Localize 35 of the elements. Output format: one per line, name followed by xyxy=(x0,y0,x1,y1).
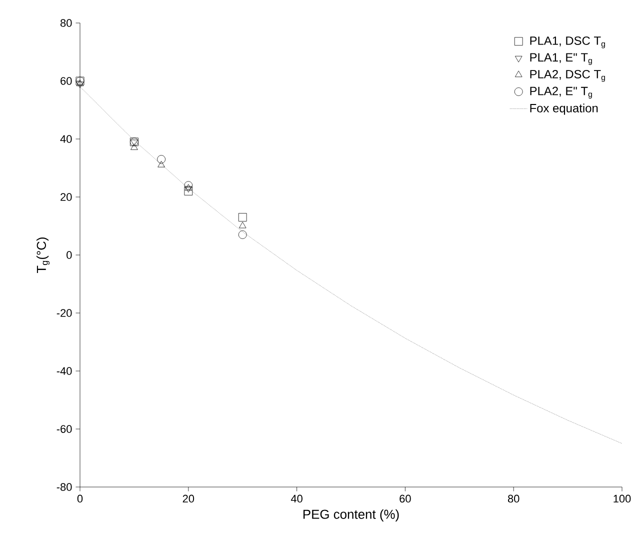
y-tick-label: 20 xyxy=(60,193,72,201)
point xyxy=(157,155,166,164)
legend-label: PLA2, E" T$_{g}$ xyxy=(530,86,592,99)
point xyxy=(76,82,84,88)
point xyxy=(76,80,84,86)
legend-label: PLA2, DSC T$_{g}$ xyxy=(530,70,605,82)
point xyxy=(130,144,138,150)
x-tick-label: 0 xyxy=(77,494,83,503)
y-tick-label: -60 xyxy=(56,425,72,433)
legend-label: PLA1, DSC T$_{g}$ xyxy=(530,36,605,48)
y-tick-label: 0 xyxy=(66,251,72,259)
y-tick-label: 80 xyxy=(60,19,72,27)
point xyxy=(158,160,165,168)
point xyxy=(184,187,193,196)
y-tick-label: -20 xyxy=(56,309,72,317)
y-tick-label: 60 xyxy=(60,77,72,85)
legend-label: PLA1, E" T$_{g}$ xyxy=(530,53,592,65)
point xyxy=(238,213,247,222)
y-axis-title: T$_{g}$(°C) xyxy=(36,237,50,273)
x-tick-label: 80 xyxy=(508,494,520,503)
x-axis-title: PEG content (%) xyxy=(303,509,399,522)
legend-label: Fox equation xyxy=(530,104,598,115)
y-tick-label: -40 xyxy=(56,367,72,375)
point xyxy=(238,222,246,228)
x-tick-label: 40 xyxy=(290,494,302,503)
x-tick-label: 20 xyxy=(182,494,194,503)
point xyxy=(184,181,193,190)
point xyxy=(130,140,138,146)
y-tick-label: 40 xyxy=(60,135,72,143)
point xyxy=(184,184,192,190)
y-tick-label: -80 xyxy=(56,483,72,491)
point xyxy=(238,230,247,239)
x-tick-label: 60 xyxy=(400,494,411,503)
x-tick-label: 100 xyxy=(614,494,631,503)
point xyxy=(184,186,192,192)
